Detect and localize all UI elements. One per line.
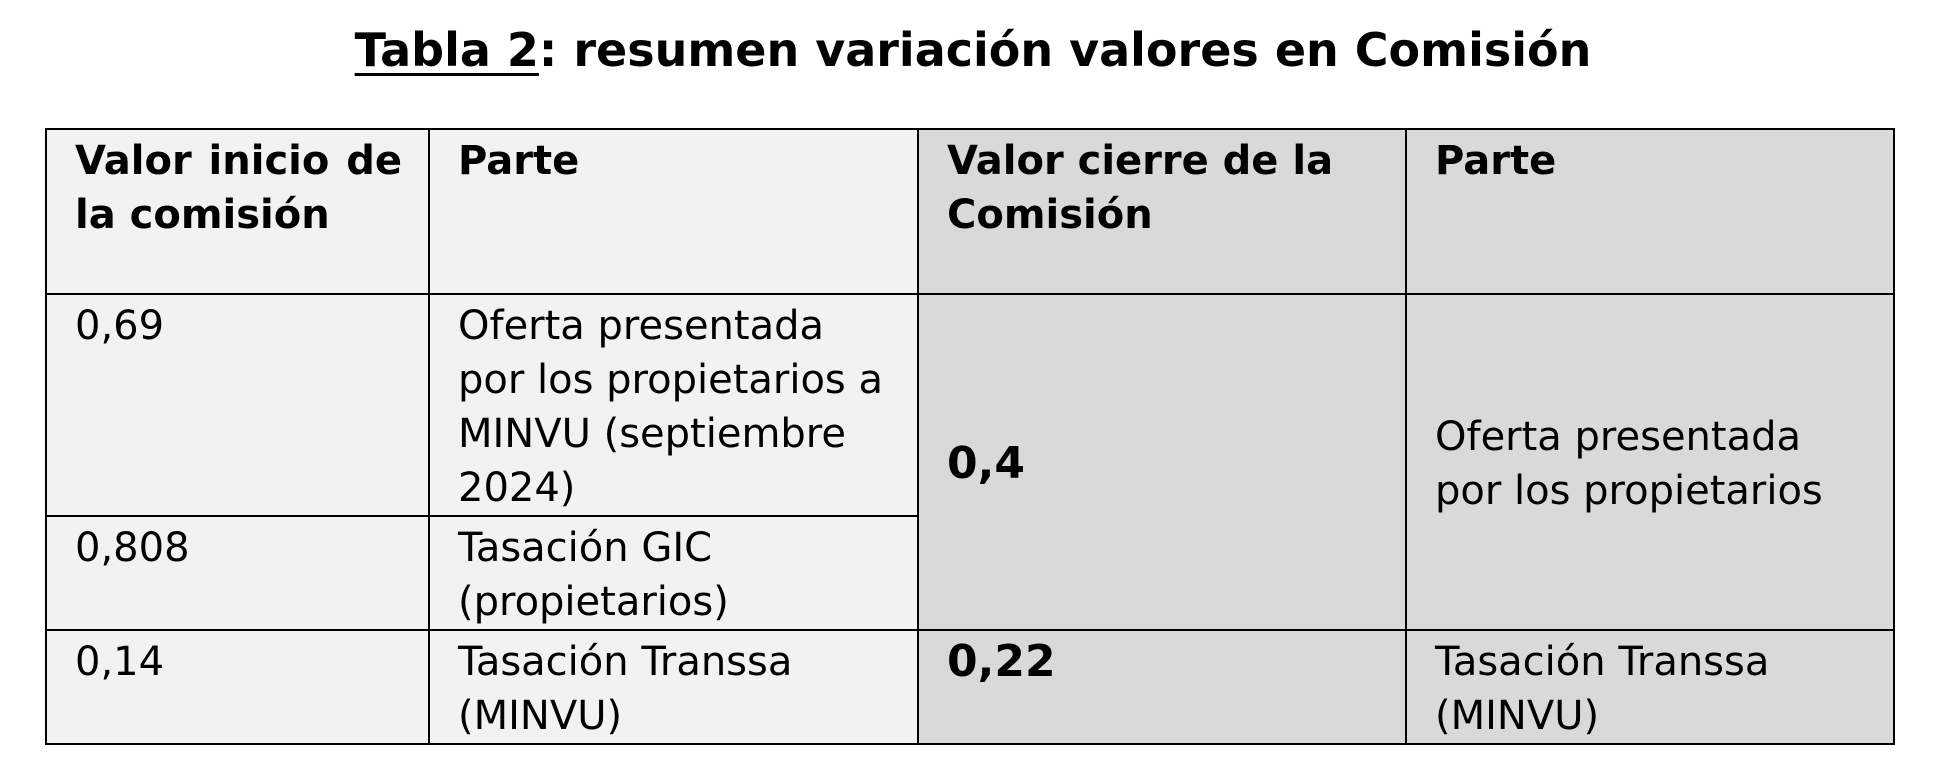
title-label: Tabla 2 (354, 23, 539, 77)
summary-table: Valor inicio de la comisión Parte Valor … (45, 128, 1895, 745)
header-cell: Parte (428, 128, 919, 295)
cell: 0,14 (45, 629, 430, 745)
header-cell: Valor inicio de la comisión (45, 128, 430, 295)
cell: 0,22 (917, 629, 1407, 745)
header-cell: Parte (1405, 128, 1895, 295)
cell: Tasación GIC (propietarios) (428, 515, 919, 631)
cell: 0,4 (917, 293, 1407, 631)
row: 0,14 Tasación Transsa (MINVU) 0,22 Tasac… (45, 629, 1895, 745)
cell: Oferta presentada por los propietarios (1405, 293, 1895, 631)
title: Tabla 2: resumen variación valores en Co… (0, 18, 1946, 82)
header-row: Valor inicio de la comisión Parte Valor … (45, 128, 1895, 295)
cell: Tasación Transsa (MINVU) (1405, 629, 1895, 745)
title-text: : resumen variación valores en Comisión (538, 23, 1592, 77)
header-cell: Valor cierre de la Comisión (917, 128, 1407, 295)
cell: 0,808 (45, 515, 430, 631)
row: 0,69 Oferta presentada por los propietar… (45, 293, 1895, 631)
row: 0,808 Tasación GIC (propietarios) (45, 515, 1894, 631)
cell: Oferta presentada por los propietarios a… (428, 293, 919, 517)
cell: 0,69 (45, 293, 430, 517)
cell: Tasación Transsa (MINVU) (428, 629, 919, 745)
